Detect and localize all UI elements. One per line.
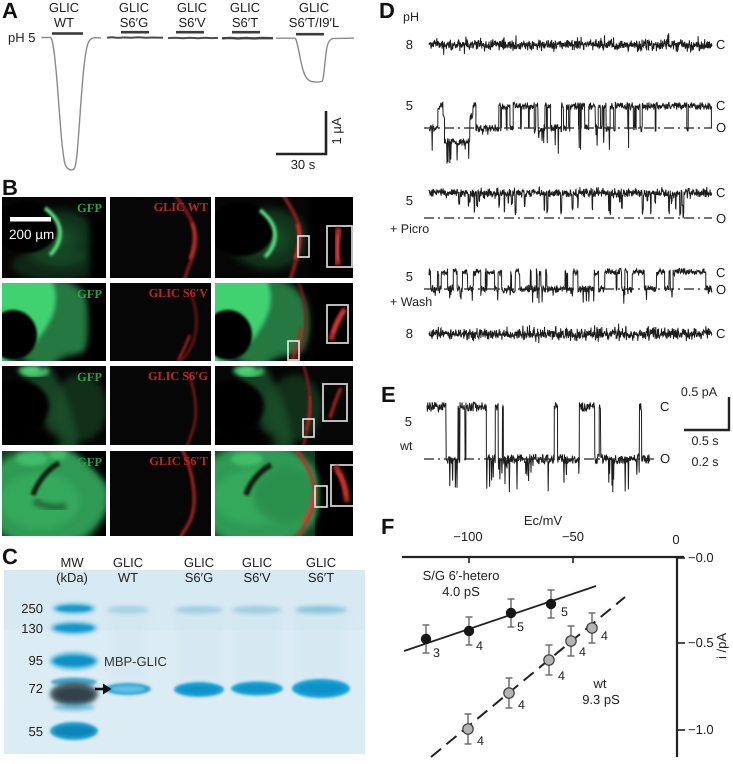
svg-text:4: 4 <box>601 629 608 643</box>
svg-text:3: 3 <box>433 646 440 660</box>
svg-text:GLIC: GLIC <box>49 0 79 15</box>
svg-text:4.0 pS: 4.0 pS <box>442 584 480 599</box>
svg-text:−100: −100 <box>453 529 482 544</box>
svg-text:0.5 s: 0.5 s <box>691 434 718 448</box>
svg-text:−0.5: −0.5 <box>688 635 714 650</box>
svg-text:pH 5: pH 5 <box>8 30 35 45</box>
svg-text:GLIC: GLIC <box>230 0 260 15</box>
svg-text:wt: wt <box>399 439 413 453</box>
svg-text:8: 8 <box>406 326 413 341</box>
svg-text:C: C <box>716 265 725 280</box>
svg-text:O: O <box>716 282 726 297</box>
svg-text:5: 5 <box>406 98 413 113</box>
svg-text:5: 5 <box>405 414 412 429</box>
svg-text:4: 4 <box>476 639 483 653</box>
svg-text:−0.0: −0.0 <box>688 550 714 565</box>
svg-text:O: O <box>716 211 726 226</box>
svg-text:GFP: GFP <box>77 370 102 384</box>
svg-text:C: C <box>660 399 669 414</box>
svg-text:GLIC: GLIC <box>177 0 207 15</box>
svg-text:wt: wt <box>593 676 607 691</box>
svg-text:C: C <box>2 544 18 569</box>
svg-text:4: 4 <box>518 698 525 712</box>
svg-text:GLIC S6′V: GLIC S6′V <box>149 286 208 300</box>
svg-text:5: 5 <box>406 269 413 284</box>
svg-text:+ Wash: + Wash <box>390 295 432 309</box>
svg-text:B: B <box>2 175 18 200</box>
svg-text:5: 5 <box>517 620 524 634</box>
svg-text:MW: MW <box>60 555 84 570</box>
svg-text:GLIC WT: GLIC WT <box>154 200 208 214</box>
svg-text:O: O <box>716 120 726 135</box>
svg-text:+ Picro: + Picro <box>390 222 429 236</box>
svg-text:95: 95 <box>29 653 43 668</box>
svg-text:55: 55 <box>29 724 43 739</box>
svg-text:S6′G: S6′G <box>120 15 148 30</box>
svg-text:4: 4 <box>579 645 586 659</box>
svg-text:30 s: 30 s <box>291 157 316 172</box>
svg-text:(kDa): (kDa) <box>56 570 88 585</box>
svg-text:4: 4 <box>558 669 565 683</box>
svg-text:GLIC: GLIC <box>119 0 149 15</box>
svg-text:F: F <box>381 514 394 539</box>
svg-text:GFP: GFP <box>77 201 102 215</box>
svg-text:9.3 pS: 9.3 pS <box>582 692 620 707</box>
svg-text:GLIC: GLIC <box>184 555 214 570</box>
svg-text:S6′T: S6′T <box>308 570 334 585</box>
svg-text:S6′V: S6′V <box>243 570 270 585</box>
svg-text:130: 130 <box>21 621 43 636</box>
svg-text:5: 5 <box>406 193 413 208</box>
svg-text:A: A <box>2 0 18 23</box>
svg-text:i /pA: i /pA <box>714 633 729 659</box>
svg-text:1 µA: 1 µA <box>329 117 344 144</box>
svg-text:−50: −50 <box>562 529 584 544</box>
svg-text:72: 72 <box>29 681 43 696</box>
svg-text:GFP: GFP <box>77 455 102 469</box>
svg-text:S6′T: S6′T <box>232 15 258 30</box>
svg-text:GLIC: GLIC <box>299 0 329 15</box>
svg-text:−1.0: −1.0 <box>688 722 714 737</box>
svg-text:C: C <box>716 37 725 52</box>
svg-text:D: D <box>379 0 395 23</box>
svg-text:4: 4 <box>477 734 484 748</box>
svg-text:GLIC: GLIC <box>113 555 143 570</box>
svg-text:S/G 6′-hetero: S/G 6′-hetero <box>423 568 500 583</box>
svg-text:S6′T/I9′L: S6′T/I9′L <box>289 15 339 30</box>
svg-text:0: 0 <box>672 532 679 547</box>
svg-text:GLIC: GLIC <box>306 555 336 570</box>
svg-text:C: C <box>716 185 725 200</box>
svg-text:WT: WT <box>118 570 138 585</box>
svg-text:0.5 pA: 0.5 pA <box>681 385 718 399</box>
svg-text:GFP: GFP <box>77 287 102 301</box>
svg-text:GLIC S6′T: GLIC S6′T <box>149 454 208 468</box>
svg-text:250: 250 <box>21 601 43 616</box>
svg-text:S6′V: S6′V <box>178 15 205 30</box>
svg-text:MBP-GLIC: MBP-GLIC <box>104 654 167 669</box>
svg-text:200 µm: 200 µm <box>9 227 54 242</box>
svg-text:GLIC S6′G: GLIC S6′G <box>148 369 208 383</box>
svg-text:C: C <box>716 326 725 341</box>
svg-text:5: 5 <box>561 605 568 619</box>
svg-text:WT: WT <box>54 15 74 30</box>
svg-text:C: C <box>716 98 725 113</box>
svg-text:O: O <box>660 451 670 466</box>
svg-text:pH: pH <box>403 10 419 24</box>
svg-text:8: 8 <box>406 37 413 52</box>
svg-text:GLIC: GLIC <box>242 555 272 570</box>
svg-text:Ec/mV: Ec/mV <box>524 513 563 528</box>
svg-text:0.2 s: 0.2 s <box>691 455 718 469</box>
svg-text:E: E <box>381 382 396 407</box>
svg-text:S6′G: S6′G <box>185 570 213 585</box>
